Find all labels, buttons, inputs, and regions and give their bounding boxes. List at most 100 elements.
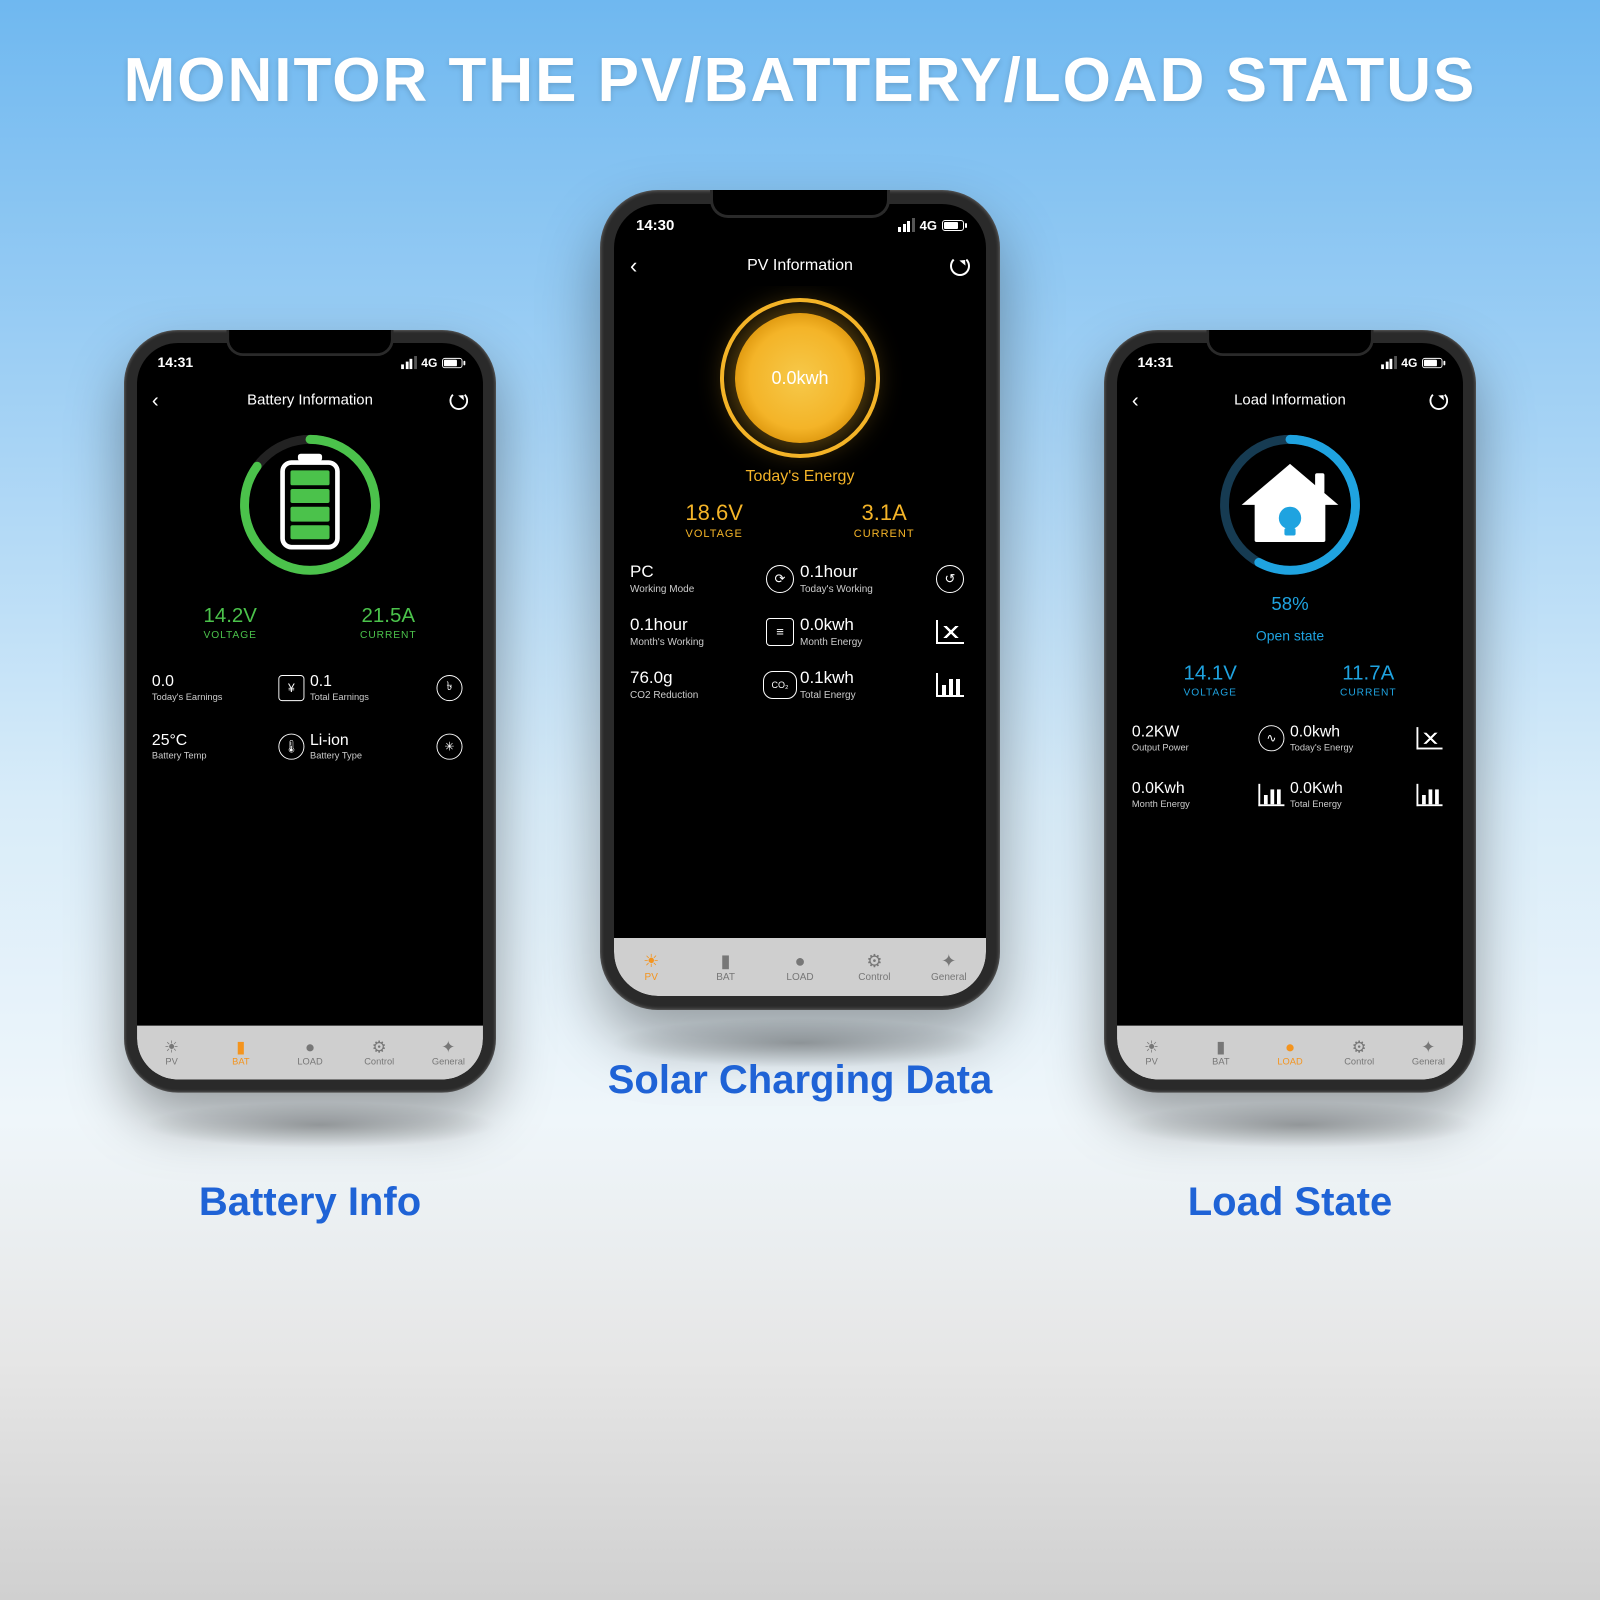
line-chart-icon: [1416, 727, 1442, 749]
tab-label: LOAD: [297, 1057, 322, 1067]
sun-icon: 0.0kwh: [735, 313, 865, 443]
bat-tab-icon: ▮: [721, 952, 731, 970]
battery-ring: [236, 430, 385, 579]
tab-label: LOAD: [786, 972, 813, 983]
stat-label: Output Power: [1132, 743, 1253, 753]
stat-value: 0.2KW: [1132, 722, 1253, 741]
tab-label: Control: [1344, 1057, 1374, 1067]
tab-pv[interactable]: ☀PV: [1117, 1026, 1186, 1080]
network-label: 4G: [1401, 356, 1417, 370]
pulse-icon: ∿: [1258, 725, 1284, 751]
pv-voltage-label: VOLTAGE: [685, 528, 743, 540]
clock: 14:30: [636, 217, 674, 234]
nav-bar: ‹ Battery Information: [137, 382, 483, 419]
coins-icon: ৳: [436, 675, 462, 701]
fan-icon: ✳: [436, 733, 462, 759]
big-battery-icon: [280, 460, 340, 549]
tab-pv[interactable]: ☀PV: [137, 1026, 206, 1080]
refresh-button[interactable]: [450, 391, 469, 410]
pv-current-value: 3.1A: [854, 500, 915, 526]
tab-label: BAT: [716, 972, 735, 983]
thermometer-icon: 🌡: [278, 733, 304, 759]
tab-label: General: [931, 972, 967, 983]
tab-bat[interactable]: ▮BAT: [1186, 1026, 1255, 1080]
nav-bar: ‹ PV Information: [614, 246, 986, 286]
tab-label: LOAD: [1277, 1057, 1302, 1067]
pv-tab-icon: ☀: [643, 952, 659, 970]
stat-label: Today's Energy: [1290, 743, 1411, 753]
load-voltage-value: 14.1V: [1183, 661, 1236, 685]
stat-label: Month Energy: [800, 637, 930, 648]
stat-value: 0.1: [310, 672, 431, 691]
tab-general[interactable]: ✦ General: [912, 938, 986, 996]
pv-tab-icon: ☀: [1144, 1038, 1159, 1055]
stat-value: 0.0kwh: [1290, 722, 1411, 741]
general-tab-icon: ✦: [1421, 1038, 1435, 1055]
tab-bat[interactable]: ▮ BAT: [688, 938, 762, 996]
tab-label: Control: [858, 972, 890, 983]
load-stats-grid: 0.2KW Output Power ∿ 0.0kwh Today's Energy…: [1132, 722, 1448, 809]
caption-battery: Battery Info: [110, 1180, 510, 1225]
stat-label: Month's Working: [630, 637, 760, 648]
pv-voltage-value: 18.6V: [685, 500, 743, 526]
tab-control[interactable]: ⚙Control: [1325, 1026, 1394, 1080]
pv-current-label: CURRENT: [854, 528, 915, 540]
signal-icon: [401, 356, 416, 369]
stat-label: Total Energy: [800, 690, 930, 701]
bar-chart-icon: [936, 673, 964, 697]
battery-icon: [1422, 357, 1442, 367]
caption-solar: Solar Charging Data: [600, 1058, 1000, 1103]
nav-bar: ‹ Load Information: [1117, 382, 1463, 419]
stage: 14:30 4G ‹ PV Information 0.0kwh: [0, 190, 1600, 1390]
tab-pv[interactable]: ☀PV: [614, 938, 688, 996]
tab-label: BAT: [232, 1057, 249, 1067]
load-ring: [1216, 430, 1365, 579]
signal-icon: [1381, 356, 1396, 369]
batt-current-value: 21.5A: [360, 603, 417, 627]
tab-load[interactable]: ●LOAD: [763, 938, 837, 996]
stat-value: Li-ion: [310, 731, 431, 750]
tab-control[interactable]: ⚙ Control: [837, 938, 911, 996]
refresh-button[interactable]: [1430, 391, 1449, 410]
document-icon: ≡: [766, 618, 794, 646]
stat-value: 25°C: [152, 731, 273, 750]
stat-value: 0.1hour: [630, 615, 760, 635]
stat-label: Today's Earnings: [152, 693, 273, 703]
general-tab-icon: ✦: [941, 952, 956, 970]
tab-label: Control: [364, 1057, 394, 1067]
stat-value: 0.0: [152, 672, 273, 691]
stat-value: 0.0Kwh: [1290, 779, 1411, 798]
refresh-button[interactable]: [950, 256, 970, 276]
todays-energy-label: Today's Energy: [746, 468, 855, 486]
tab-load[interactable]: ● LOAD: [275, 1026, 344, 1080]
bat-tab-icon: ▮: [236, 1038, 245, 1055]
caption-load: Load State: [1090, 1180, 1490, 1225]
tab-bat[interactable]: ▮ BAT: [206, 1026, 275, 1080]
control-tab-icon: ⚙: [866, 952, 882, 970]
battery-icon: [442, 357, 462, 367]
tab-label: General: [1412, 1057, 1445, 1067]
control-tab-icon: ⚙: [372, 1038, 387, 1055]
pv-sun-ring: 0.0kwh: [720, 298, 880, 458]
load-percent: 58%: [1271, 594, 1308, 615]
load-state: Open state: [1256, 629, 1324, 645]
batt-voltage-value: 14.2V: [203, 603, 256, 627]
pv-tab-icon: ☀: [164, 1038, 179, 1055]
house-icon: [1248, 468, 1332, 542]
tab-general[interactable]: ✦ General: [1394, 1026, 1463, 1080]
stat-value: 0.1kwh: [800, 668, 930, 688]
tab-general[interactable]: ✦General: [414, 1026, 483, 1080]
stat-label: Battery Type: [310, 751, 431, 761]
tab-control[interactable]: ⚙ Control: [345, 1026, 414, 1080]
tab-load[interactable]: ● LOAD: [1255, 1026, 1324, 1080]
mode-icon: ⟳: [766, 565, 794, 593]
load-tab-icon: ●: [1285, 1038, 1295, 1055]
bar-chart-icon: [1416, 783, 1442, 805]
network-label: 4G: [920, 218, 937, 233]
stat-label: Total Energy: [1290, 800, 1411, 810]
tab-label: General: [432, 1057, 465, 1067]
clock: 14:31: [157, 355, 193, 371]
load-tab-icon: ●: [305, 1038, 315, 1055]
tab-bar: ☀PV▮BAT ● LOAD ⚙Control ✦ General: [1117, 1026, 1463, 1080]
phone-pv: 14:30 4G ‹ PV Information 0.0kwh: [600, 190, 1000, 1010]
